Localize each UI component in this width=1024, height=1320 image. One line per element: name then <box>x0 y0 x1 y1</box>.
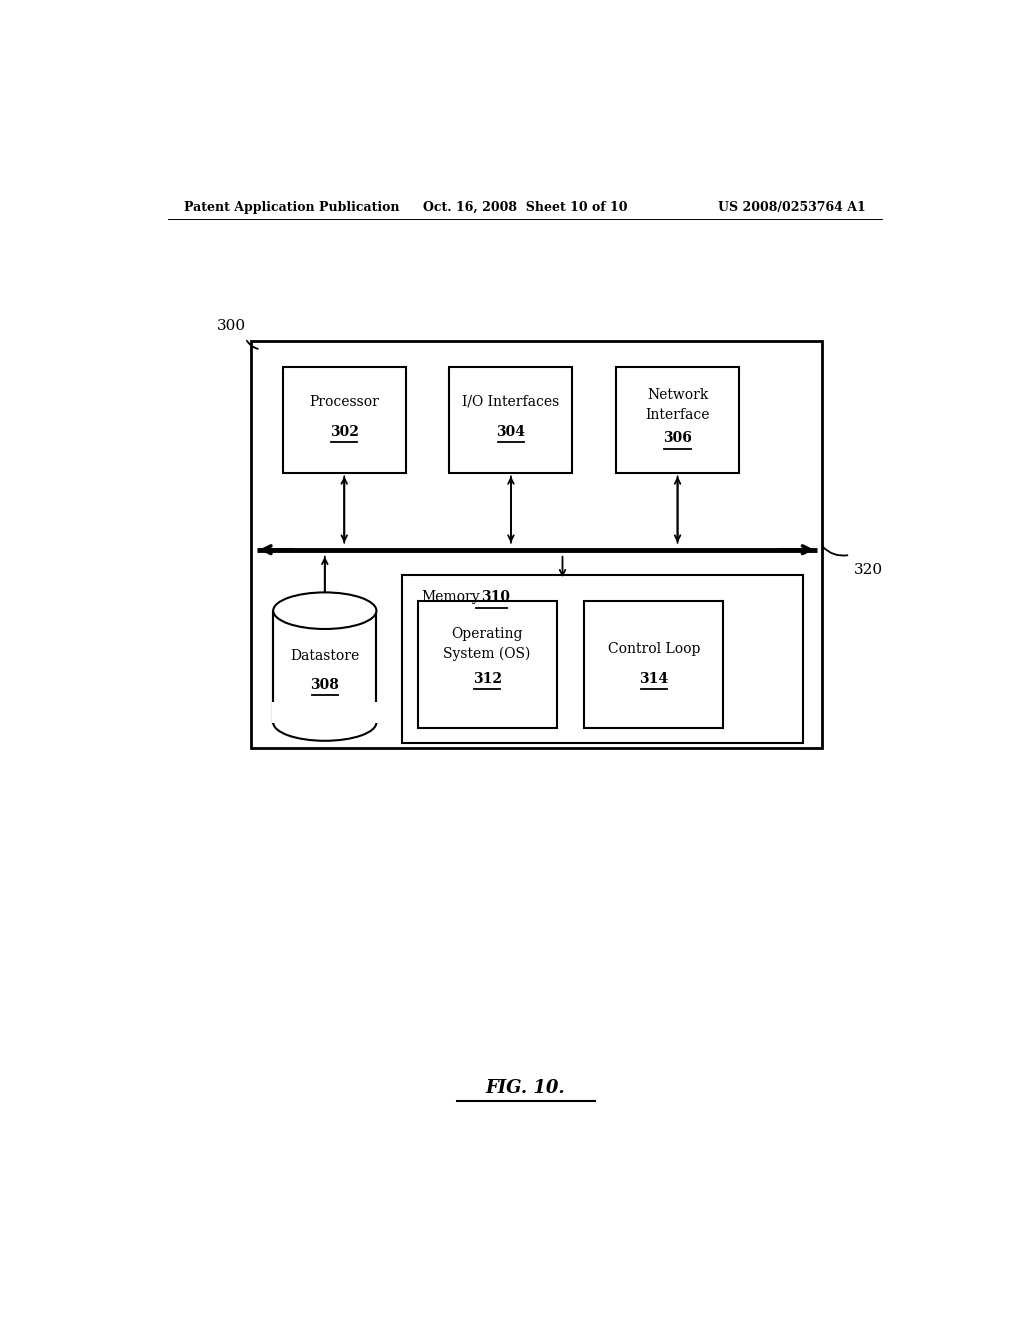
Text: 302: 302 <box>330 425 358 440</box>
Text: System (OS): System (OS) <box>443 647 530 661</box>
Text: 312: 312 <box>473 672 502 686</box>
Text: Operating: Operating <box>452 627 523 640</box>
Text: 310: 310 <box>481 590 510 605</box>
Text: Datastore: Datastore <box>290 649 359 664</box>
Ellipse shape <box>273 593 377 630</box>
FancyBboxPatch shape <box>616 367 739 474</box>
Text: Control Loop: Control Loop <box>607 642 700 656</box>
Text: 300: 300 <box>217 319 246 333</box>
FancyBboxPatch shape <box>273 611 377 722</box>
Text: 308: 308 <box>310 678 339 692</box>
Text: FIG. 10.: FIG. 10. <box>485 1080 564 1097</box>
Ellipse shape <box>273 704 377 741</box>
FancyBboxPatch shape <box>283 367 406 474</box>
Text: I/O Interfaces: I/O Interfaces <box>462 395 559 409</box>
Text: 314: 314 <box>639 672 669 686</box>
Text: US 2008/0253764 A1: US 2008/0253764 A1 <box>718 201 866 214</box>
Text: Processor: Processor <box>309 395 379 409</box>
Text: Interface: Interface <box>645 408 710 422</box>
FancyBboxPatch shape <box>251 342 822 748</box>
FancyBboxPatch shape <box>401 576 803 743</box>
FancyBboxPatch shape <box>585 601 723 727</box>
Text: 306: 306 <box>664 432 692 445</box>
Text: Memory: Memory <box>422 590 480 605</box>
FancyBboxPatch shape <box>450 367 572 474</box>
FancyBboxPatch shape <box>418 601 557 727</box>
Text: Oct. 16, 2008  Sheet 10 of 10: Oct. 16, 2008 Sheet 10 of 10 <box>423 201 627 214</box>
Text: Patent Application Publication: Patent Application Publication <box>183 201 399 214</box>
Text: 304: 304 <box>497 425 525 440</box>
FancyBboxPatch shape <box>271 702 378 722</box>
Text: Network: Network <box>647 388 709 401</box>
Text: 320: 320 <box>854 564 884 577</box>
